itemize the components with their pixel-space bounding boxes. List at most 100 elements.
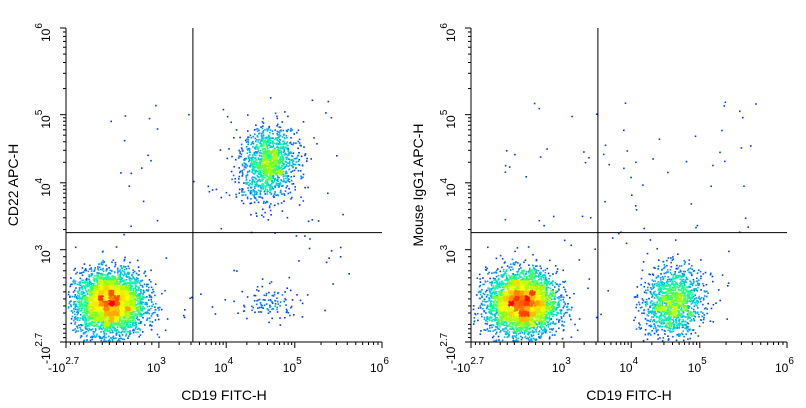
event-dot <box>280 161 283 163</box>
event-dot <box>282 180 284 183</box>
event-dot <box>158 336 161 338</box>
event-dot <box>131 299 134 301</box>
event-dot <box>138 270 140 272</box>
event-dot <box>276 172 278 175</box>
event-dot <box>94 287 97 290</box>
event-dot <box>108 338 111 341</box>
event-dot <box>95 307 97 309</box>
event-dot <box>96 284 99 286</box>
event-dot <box>127 321 129 324</box>
event-dot <box>102 285 104 287</box>
event-dot <box>269 156 271 158</box>
event-dot <box>105 307 108 309</box>
event-dot <box>284 181 287 184</box>
event-dot <box>99 306 101 308</box>
event-dot <box>95 289 97 291</box>
event-dot <box>101 263 104 266</box>
event-dot <box>269 159 272 161</box>
event-dot <box>278 170 281 172</box>
event-dot <box>265 164 268 166</box>
event-dot <box>95 308 98 310</box>
event-dot <box>295 142 297 144</box>
event-dot <box>81 318 84 321</box>
event-dot <box>259 142 261 145</box>
event-dot <box>76 297 78 299</box>
event-dot <box>238 188 241 191</box>
event-dot <box>110 278 113 280</box>
event-dot <box>276 137 279 139</box>
event-dot <box>112 297 115 299</box>
event-dot <box>98 315 100 317</box>
event-dot <box>249 165 251 168</box>
event-dot <box>104 316 107 318</box>
event-dot <box>119 279 122 282</box>
event-dot <box>103 293 106 296</box>
event-dot <box>247 184 250 187</box>
event-dot <box>257 167 259 170</box>
event-dot <box>260 136 263 138</box>
event-dot <box>265 161 268 164</box>
event-dot <box>102 295 105 298</box>
event-dot <box>247 155 250 157</box>
event-dot <box>264 155 266 158</box>
event-dot <box>85 304 87 306</box>
event-dot <box>158 309 160 311</box>
event-dot <box>129 304 132 306</box>
event-dot <box>134 286 137 289</box>
event-dot <box>105 308 107 310</box>
event-dot <box>226 115 229 118</box>
event-dot <box>108 290 110 293</box>
event-dot <box>119 294 122 296</box>
event-dot <box>82 288 84 291</box>
event-dot <box>102 282 104 284</box>
event-dot <box>120 325 122 327</box>
event-dot <box>117 291 120 293</box>
event-dot <box>99 304 101 306</box>
event-dot <box>147 289 150 291</box>
event-dot <box>129 333 131 336</box>
event-dot <box>101 298 103 300</box>
event-dot <box>102 321 105 323</box>
event-dot <box>89 289 92 292</box>
event-dot <box>123 259 126 262</box>
event-dot <box>105 340 107 342</box>
event-dot <box>83 333 85 335</box>
event-dot <box>100 279 102 282</box>
event-dot <box>126 301 128 304</box>
event-dot <box>246 196 249 199</box>
event-dot <box>290 176 293 178</box>
event-dot <box>239 171 241 174</box>
event-dot <box>109 288 112 291</box>
event-dot <box>264 150 266 153</box>
event-dot <box>290 137 292 139</box>
event-dot <box>136 313 138 316</box>
event-dot <box>262 138 265 140</box>
event-dot <box>258 132 261 134</box>
event-dot <box>73 310 76 313</box>
event-dot <box>105 274 108 277</box>
event-dot <box>257 128 259 130</box>
event-dot <box>137 266 140 268</box>
event-dot <box>135 294 137 297</box>
event-dot <box>132 324 134 326</box>
event-dot <box>119 326 121 328</box>
event-dot <box>123 309 126 311</box>
event-dot <box>280 202 283 204</box>
event-dot <box>263 167 265 170</box>
event-dot <box>252 189 255 191</box>
event-dot <box>248 158 251 160</box>
event-dot <box>104 304 107 307</box>
event-dot <box>141 301 143 304</box>
event-dot <box>126 287 128 289</box>
event-dot <box>121 334 124 336</box>
event-dot <box>129 261 131 264</box>
event-dot <box>273 165 275 168</box>
event-dot <box>121 325 123 327</box>
event-dot <box>71 283 73 286</box>
event-dot <box>117 297 120 300</box>
event-dot <box>98 299 101 301</box>
event-dot <box>289 142 291 144</box>
event-dot <box>241 169 244 172</box>
event-dot <box>101 278 104 280</box>
event-dot <box>239 151 241 153</box>
